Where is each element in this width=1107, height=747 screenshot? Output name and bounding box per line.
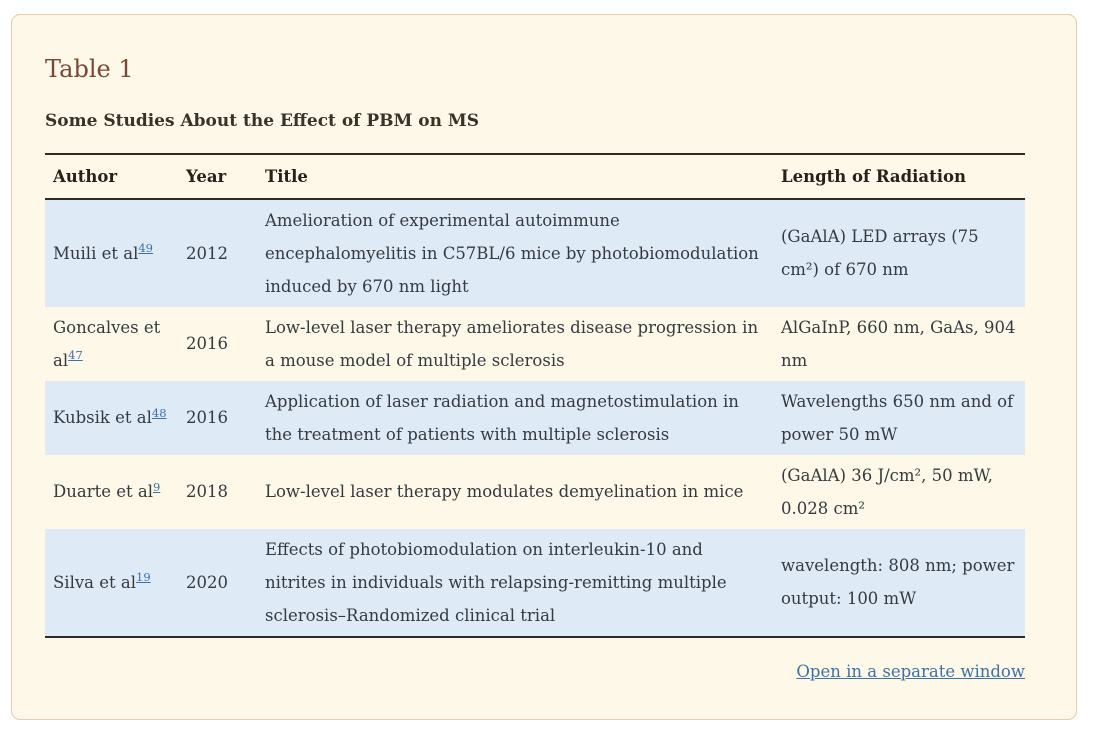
- author-cell: Goncalves et al47: [45, 307, 178, 381]
- table-row: Kubsik et al48 2016 Application of laser…: [45, 380, 1025, 455]
- reference-link[interactable]: 47: [68, 348, 83, 363]
- radiation-cell: (GaAlA) LED arrays (75 cm²) of 670 nm: [781, 227, 979, 280]
- year-cell: 2012: [186, 243, 228, 263]
- table-row: Duarte et al9 2018 Low-level laser thera…: [45, 455, 1025, 529]
- table-label: Table 1: [45, 55, 134, 83]
- reference-link[interactable]: 48: [151, 405, 167, 420]
- year-cell: 2018: [186, 482, 228, 502]
- table-card: Table 1 Some Studies About the Effect of…: [11, 14, 1077, 720]
- reference-link[interactable]: 49: [138, 241, 153, 256]
- open-separate-window-link[interactable]: Open in a separate window: [796, 661, 1025, 681]
- header-row: Author Year Title Length of Radiation: [45, 153, 1025, 200]
- year-cell: 2016: [186, 334, 228, 354]
- author-name: Kubsik et al: [53, 408, 152, 428]
- reference-superscript: 9: [153, 479, 160, 495]
- author-name: Silva et al: [53, 572, 137, 592]
- reference-superscript: 19: [136, 569, 151, 585]
- column-header-year: Year: [178, 153, 257, 200]
- title-cell: Application of laser radiation and magne…: [265, 391, 739, 444]
- radiation-cell: wavelength: 808 nm; power output: 100 mW: [781, 556, 1015, 609]
- author-name: Muili et al: [53, 243, 139, 263]
- table-body: Muili et al49 2012 Amelioration of exper…: [45, 198, 1025, 637]
- author-name: Duarte et al: [53, 482, 153, 502]
- title-cell: Low-level laser therapy modulates demyel…: [265, 482, 744, 502]
- studies-table: Author Year Title Length of Radiation Mu…: [45, 152, 1025, 638]
- author-cell: Muili et al49: [45, 199, 178, 307]
- year-cell: 2020: [186, 572, 228, 592]
- author-cell: Kubsik et al48: [45, 381, 178, 455]
- reference-link[interactable]: 19: [136, 570, 151, 585]
- column-header-author: Author: [45, 153, 178, 200]
- reference-superscript: 48: [152, 405, 167, 421]
- table-header: Author Year Title Length of Radiation: [45, 153, 1025, 200]
- author-name: Goncalves et al: [53, 317, 161, 370]
- title-cell: Effects of photobiomodulation on interle…: [265, 539, 727, 625]
- radiation-cell: Wavelengths 650 nm and of power 50 mW: [781, 391, 1014, 444]
- reference-superscript: 47: [68, 347, 83, 363]
- author-cell: Silva et al19: [45, 529, 178, 637]
- year-cell: 2016: [186, 408, 228, 428]
- reference-superscript: 49: [138, 240, 153, 256]
- table-caption: Some Studies About the Effect of PBM on …: [45, 110, 479, 131]
- author-cell: Duarte et al9: [45, 455, 178, 529]
- table-row: Silva et al19 2020 Effects of photobiomo…: [45, 528, 1025, 637]
- title-cell: Amelioration of experimental autoimmune …: [265, 210, 759, 296]
- table-row: Goncalves et al47 2016 Low-level laser t…: [45, 307, 1025, 381]
- title-cell: Low-level laser therapy ameliorates dise…: [265, 317, 759, 370]
- reference-link[interactable]: 9: [152, 479, 161, 494]
- column-header-title: Title: [257, 153, 773, 200]
- column-header-radiation: Length of Radiation: [773, 153, 1025, 200]
- radiation-cell: (GaAlA) 36 J/cm², 50 mW, 0.028 cm²: [781, 465, 993, 518]
- radiation-cell: AlGaInP, 660 nm, GaAs, 904 nm: [781, 317, 1016, 370]
- table-row: Muili et al49 2012 Amelioration of exper…: [45, 198, 1025, 307]
- table-footer: Open in a separate window: [45, 660, 1025, 683]
